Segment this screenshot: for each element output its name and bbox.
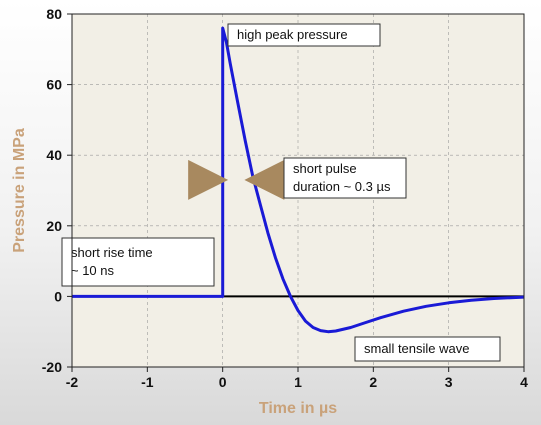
annotation-text: short pulse <box>293 161 357 176</box>
series-line-pressure <box>72 26 525 334</box>
annotation-box <box>354 336 501 362</box>
tick-label-x: -2 <box>66 374 79 390</box>
tick-label-y: 20 <box>46 218 62 234</box>
annotation-box <box>227 23 381 47</box>
tick-label-x: 4 <box>520 374 528 390</box>
annotation-high-peak: high peak pressure <box>227 23 381 47</box>
tick-label-x: 1 <box>294 374 302 390</box>
tick-label-x: 0 <box>219 374 227 390</box>
tick-label-y: 0 <box>54 288 62 304</box>
annotation-box <box>283 157 407 199</box>
annotation-text: ~ 10 ns <box>71 263 115 278</box>
annotation-tensile-wave: small tensile wave <box>354 336 501 362</box>
annotation-text: duration ~ 0.3 µs <box>293 179 391 194</box>
tick-label-x: -1 <box>141 374 154 390</box>
tick-label-x: 3 <box>445 374 453 390</box>
annotation-short-rise: short rise time ~ 10 ns <box>61 237 215 287</box>
tick-label-y: -20 <box>42 359 62 375</box>
x-axis-label: Time in µs <box>259 400 337 417</box>
tick-label-y: 80 <box>46 6 62 22</box>
y-axis-label: Pressure in MPa <box>11 128 28 253</box>
annotation-text: short rise time <box>71 245 153 260</box>
plot-frame <box>71 13 525 368</box>
tick-label-y: 60 <box>46 77 62 93</box>
annotation-box <box>61 237 215 287</box>
tick-label-y: 40 <box>46 147 62 163</box>
tick-label-x: 2 <box>369 374 377 390</box>
tick-labels: -2 -1 0 1 2 3 4 -20 0 20 40 60 80 <box>42 6 528 390</box>
annotations: high peak pressure short pulse duration ~ … <box>61 23 501 362</box>
annotation-short-pulse: short pulse duration ~ 0.3 µs <box>283 157 407 199</box>
annotation-text: small tensile wave <box>364 341 470 356</box>
annotation-text: high peak pressure <box>237 27 348 42</box>
